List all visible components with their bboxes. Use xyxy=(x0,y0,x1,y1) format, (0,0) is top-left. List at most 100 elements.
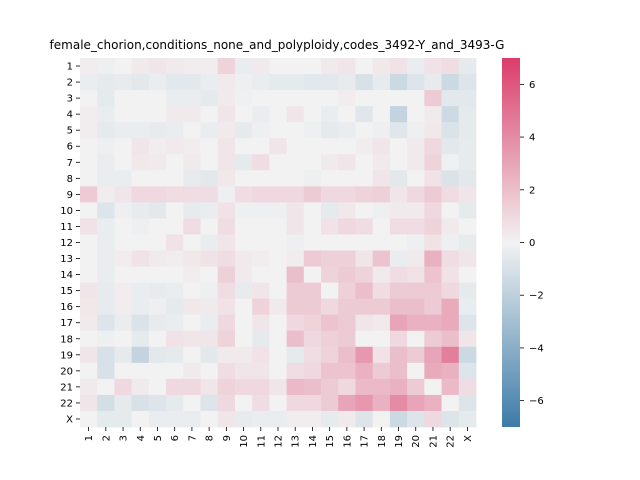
heatmap-cell xyxy=(183,378,201,396)
y-tick-label: 20 xyxy=(60,366,73,377)
heatmap-cell xyxy=(372,266,391,284)
heatmap-cell xyxy=(148,266,167,284)
x-tick-label: 3 xyxy=(119,435,130,441)
heatmap-cell xyxy=(303,314,322,332)
heatmap-cell xyxy=(458,234,477,251)
heatmap-cell xyxy=(286,362,305,380)
y-tick-label: 16 xyxy=(60,302,73,313)
heatmap-cell xyxy=(217,90,236,107)
heatmap-cell xyxy=(97,218,115,235)
heatmap-cell xyxy=(355,186,374,203)
heatmap-cell xyxy=(355,106,374,123)
heatmap-cell xyxy=(372,314,391,332)
heatmap-cell xyxy=(131,298,150,316)
heatmap-cell xyxy=(114,378,133,396)
heatmap-cell xyxy=(321,106,339,123)
heatmap-cell xyxy=(252,298,270,316)
heatmap-cell xyxy=(458,394,477,412)
heatmap-cell xyxy=(338,362,356,380)
heatmap-cell xyxy=(166,282,184,300)
heatmap-cell xyxy=(407,154,425,171)
heatmap-cell xyxy=(114,234,133,251)
heatmap-cell xyxy=(269,186,288,203)
heatmap-cell xyxy=(441,170,460,187)
y-tick-label: 5 xyxy=(67,126,73,137)
heatmap-cell xyxy=(338,138,356,155)
heatmap-cell xyxy=(234,74,253,91)
heatmap-cell xyxy=(338,106,356,123)
heatmap-cell xyxy=(131,362,150,380)
heatmap-cell xyxy=(424,138,442,155)
heatmap-cell xyxy=(234,122,253,139)
heatmap-cell xyxy=(269,266,288,284)
heatmap-cell xyxy=(389,394,408,412)
heatmap-cell xyxy=(372,410,391,428)
heatmap-cell xyxy=(303,74,322,91)
heatmap-cell xyxy=(407,106,425,123)
heatmap-cell xyxy=(97,74,115,91)
heatmap-cell xyxy=(131,330,150,348)
heatmap-cell xyxy=(183,58,201,75)
heatmap-cell xyxy=(286,106,305,123)
heatmap-cell xyxy=(97,58,115,75)
heatmap-cell xyxy=(303,202,322,219)
heatmap-cell xyxy=(148,138,167,155)
heatmap-cell xyxy=(424,122,442,139)
heatmap-cell xyxy=(166,186,184,203)
heatmap-cell xyxy=(355,282,374,300)
heatmap-cell xyxy=(97,330,115,348)
heatmap-cell xyxy=(424,394,442,412)
heatmap-cell xyxy=(389,266,408,284)
heatmap-cell xyxy=(355,154,374,171)
heatmap-cell xyxy=(234,106,253,123)
y-tick-label: 8 xyxy=(67,174,73,185)
heatmap-cell xyxy=(355,90,374,107)
heatmap-cell xyxy=(424,58,442,75)
heatmap-cell xyxy=(217,122,236,139)
y-tick-label: 11 xyxy=(60,222,73,233)
heatmap-cell xyxy=(131,202,150,219)
heatmap-cell xyxy=(269,346,288,364)
heatmap-cell xyxy=(355,266,374,284)
heatmap-cell xyxy=(269,74,288,91)
heatmap-cell xyxy=(80,250,98,267)
heatmap-cell xyxy=(458,266,477,284)
heatmap-cell xyxy=(286,122,305,139)
heatmap-cell xyxy=(131,282,150,300)
heatmap-cell xyxy=(372,122,391,139)
heatmap-cell xyxy=(97,410,115,428)
heatmap-cell xyxy=(114,122,133,139)
heatmap-cell xyxy=(407,346,425,364)
heatmap-cell xyxy=(269,378,288,396)
heatmap-cell xyxy=(234,394,253,412)
heatmap-cell xyxy=(114,298,133,316)
heatmap-cell xyxy=(166,202,184,219)
heatmap-cell xyxy=(252,186,270,203)
x-tick-label: 19 xyxy=(394,435,405,448)
heatmap-cell xyxy=(441,410,460,428)
y-tick-label: 15 xyxy=(60,286,73,297)
heatmap-cell xyxy=(97,362,115,380)
heatmap-cell xyxy=(114,282,133,300)
heatmap-cell xyxy=(355,58,374,75)
heatmap-cell xyxy=(407,74,425,91)
heatmap-cell xyxy=(372,378,391,396)
heatmap-cell xyxy=(252,154,270,171)
heatmap-cell xyxy=(234,58,253,75)
heatmap-cell xyxy=(458,250,477,267)
heatmap-cell xyxy=(458,202,477,219)
heatmap-cell xyxy=(372,58,391,75)
heatmap-cell xyxy=(252,202,270,219)
heatmap-cell xyxy=(321,90,339,107)
colorbar xyxy=(502,58,520,427)
heatmap-cell xyxy=(148,234,167,251)
heatmap-cell xyxy=(234,378,253,396)
heatmap-cell xyxy=(355,362,374,380)
heatmap-cell xyxy=(389,202,408,219)
heatmap-cell xyxy=(458,218,477,235)
y-tick-label: 17 xyxy=(60,318,73,329)
heatmap-cell xyxy=(321,202,339,219)
heatmap-cell xyxy=(389,378,408,396)
x-tick-label: 16 xyxy=(342,435,353,448)
